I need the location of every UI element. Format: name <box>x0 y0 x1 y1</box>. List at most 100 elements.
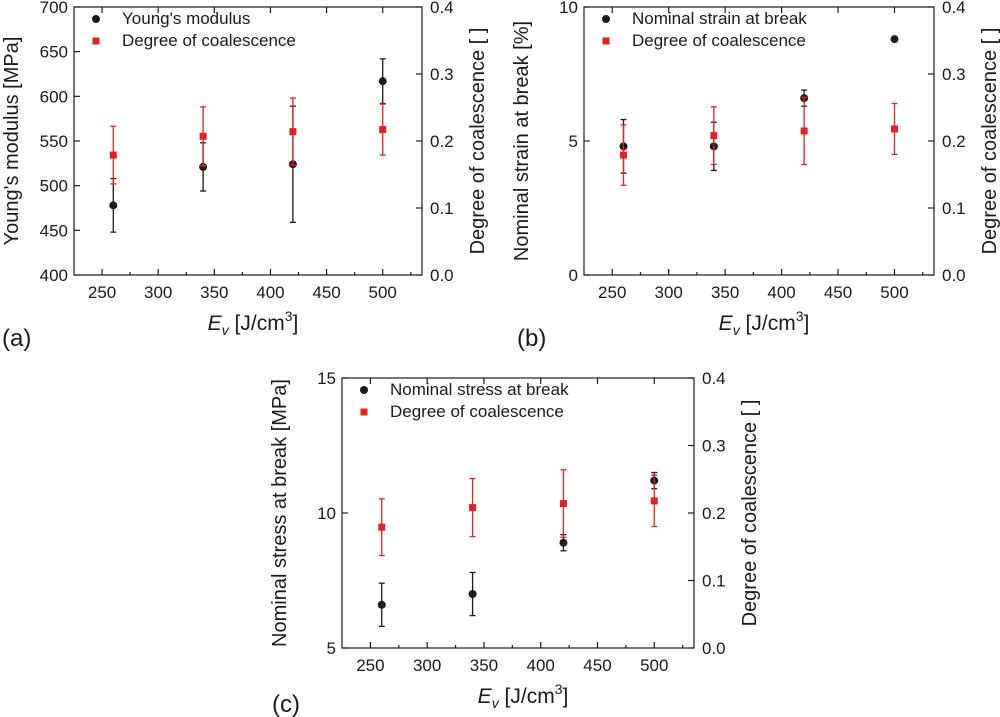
x-tick-label: 350 <box>470 656 498 675</box>
y-right-tick-label: 0.4 <box>430 0 454 17</box>
series-coalescence <box>378 469 658 557</box>
data-point <box>109 151 117 159</box>
y-right-axis-label: Degree of coalescence [ ] <box>467 28 489 255</box>
y-left-axis-label: Nominal strain at break [%] <box>511 21 533 261</box>
data-point <box>800 127 808 135</box>
legend-label: Degree of coalescence <box>632 31 806 50</box>
x-label-subscript: v <box>222 322 230 338</box>
x-label-symbol: E <box>208 312 223 335</box>
data-point <box>378 77 387 86</box>
x-label-unit: [J/cm <box>229 312 285 335</box>
x-tick-label: 450 <box>583 656 611 675</box>
x-tick-label: 300 <box>654 283 682 302</box>
y-right-tick-label: 0.1 <box>702 572 726 591</box>
legend-label: Young's modulus <box>122 9 250 28</box>
y-left-tick-label: 400 <box>40 266 68 285</box>
data-point <box>109 201 118 210</box>
x-tick-label: 400 <box>767 283 795 302</box>
x-tick-label: 400 <box>527 656 555 675</box>
x-label-superscript: 3 <box>285 308 293 324</box>
legend-marker <box>602 37 610 45</box>
legend-label: Nominal strain at break <box>632 9 807 28</box>
legend-marker <box>92 15 100 23</box>
series-coalescence <box>109 97 387 185</box>
series-primary <box>109 58 387 233</box>
data-point <box>650 497 658 505</box>
x-label-superscript: 3 <box>796 308 804 324</box>
data-point <box>890 125 898 133</box>
data-point <box>620 151 628 159</box>
x-axis-label: Ev [J/cm3] <box>208 308 299 338</box>
y-left-axis-label: Young's modulus [MPa] <box>1 37 23 246</box>
y-left-tick-label: 500 <box>40 177 68 196</box>
chart-panel-b: 250 300 350 400 450 500 0 5 10 0.0 0.1 0.2 0.3 0.4 Nom… <box>511 0 1000 352</box>
legend-marker <box>92 37 100 45</box>
x-axis-label: Ev [J/cm3] <box>478 681 569 711</box>
x-tick-label: 450 <box>312 283 340 302</box>
panel-label: (c) <box>272 691 300 717</box>
x-label-unit-end: ] <box>803 312 809 335</box>
y-left-axis-label: Nominal stress at break [MPa] <box>269 379 291 647</box>
data-point <box>379 126 387 134</box>
x-tick-label: 400 <box>256 283 284 302</box>
y-right-tick-label: 0.0 <box>942 266 966 285</box>
y-left-tick-label: 600 <box>40 87 68 106</box>
y-right-tick-label: 0.1 <box>942 199 966 218</box>
data-point <box>559 500 567 508</box>
y-left-tick-label: 650 <box>40 43 68 62</box>
legend-label: Degree of coalescence <box>390 402 564 421</box>
panel-label: (a) <box>2 325 31 352</box>
panel-label: (b) <box>517 325 546 352</box>
x-label-symbol: E <box>478 685 493 708</box>
y-left-tick-label: 450 <box>40 221 68 240</box>
x-label-unit-end: ] <box>292 312 298 335</box>
y-right-tick-label: 0.4 <box>702 369 726 388</box>
data-point <box>289 128 297 136</box>
x-tick-label: 500 <box>880 283 908 302</box>
y-left-tick-label: 10 <box>559 0 578 17</box>
y-left-tick-label: 0 <box>569 266 578 285</box>
x-tick-label: 300 <box>144 283 172 302</box>
x-tick-label: 300 <box>413 656 441 675</box>
x-tick-label: 500 <box>369 283 397 302</box>
x-label-subscript: v <box>733 322 741 338</box>
x-tick-label: 450 <box>824 283 852 302</box>
y-right-tick-label: 0.3 <box>702 437 726 456</box>
y-left-tick-label: 5 <box>327 639 336 658</box>
y-left-tick-label: 15 <box>317 369 336 388</box>
x-tick-label: 250 <box>356 656 384 675</box>
data-point <box>710 132 718 140</box>
x-tick-label: 250 <box>88 283 116 302</box>
legend-marker <box>602 15 610 23</box>
y-right-tick-label: 0.2 <box>430 132 454 151</box>
y-right-tick-label: 0.3 <box>430 65 454 84</box>
data-point <box>890 35 899 44</box>
data-point <box>199 132 207 140</box>
x-label-unit: [J/cm <box>740 312 796 335</box>
y-right-tick-label: 0.0 <box>430 266 454 285</box>
x-label-subscript: v <box>492 695 500 711</box>
y-right-axis-label: Degree of coalescence [ ] <box>739 400 761 627</box>
x-tick-label: 250 <box>598 283 626 302</box>
series-primary <box>619 35 899 174</box>
y-right-tick-label: 0.2 <box>942 132 966 151</box>
y-right-tick-label: 0.1 <box>430 199 454 218</box>
x-label-unit: [J/cm <box>499 685 555 708</box>
x-tick-label: 500 <box>640 656 668 675</box>
series-coalescence <box>620 96 898 186</box>
x-tick-label: 350 <box>200 283 228 302</box>
y-right-tick-label: 0.0 <box>702 639 726 658</box>
y-left-tick-label: 550 <box>40 132 68 151</box>
data-point <box>559 538 568 547</box>
x-label-symbol: E <box>719 312 734 335</box>
legend-marker <box>360 386 368 394</box>
data-point <box>378 523 386 531</box>
y-right-axis-label: Degree of coalescence [ ] <box>979 28 1000 255</box>
y-right-tick-label: 0.4 <box>942 0 966 17</box>
legend-marker <box>360 408 368 416</box>
y-left-tick-label: 5 <box>569 132 578 151</box>
x-label-superscript: 3 <box>555 681 563 697</box>
y-right-tick-label: 0.3 <box>942 65 966 84</box>
x-tick-label: 350 <box>711 283 739 302</box>
